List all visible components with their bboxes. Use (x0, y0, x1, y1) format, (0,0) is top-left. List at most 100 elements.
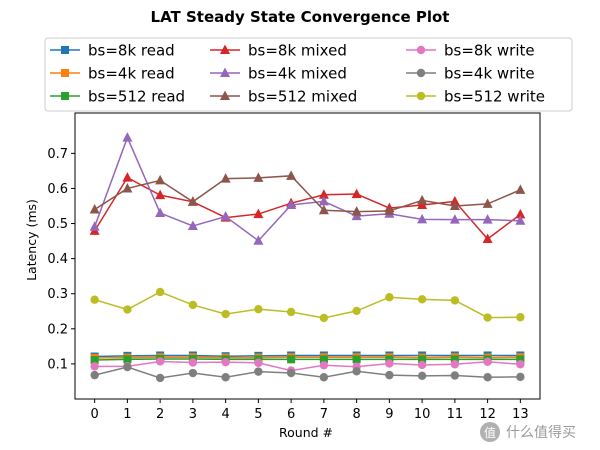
x-tick-label: 13 (512, 407, 529, 422)
legend-item: bs=512 write (406, 88, 545, 106)
data-point (155, 373, 165, 383)
data-point (384, 205, 395, 215)
series-line (94, 291, 521, 319)
data-point (352, 306, 361, 316)
legend-item: bs=8k mixed (210, 42, 347, 60)
legend-marker (416, 68, 426, 78)
legend-item: bs=4k read (50, 65, 175, 83)
series-line (94, 360, 521, 372)
legend-item: bs=8k write (406, 42, 535, 60)
data-point (449, 200, 460, 210)
data-point (450, 296, 460, 305)
data-point (516, 355, 525, 364)
data-point (122, 182, 133, 193)
series-line (94, 366, 521, 379)
data-point (155, 357, 165, 366)
legend-marker (220, 44, 230, 54)
y-tick-label: 0.2 (47, 322, 68, 337)
series-layer (89, 132, 526, 383)
data-point (351, 206, 362, 216)
series-line (94, 176, 521, 240)
x-tick-label: 3 (189, 407, 197, 422)
data-point (515, 208, 526, 219)
chart-title: LAT Steady State Convergence Plot (151, 8, 450, 26)
x-axis: 0 1 2 3 4 5 6 7 8 9 10 11 12 13 (91, 399, 529, 422)
data-point (254, 358, 263, 368)
data-point (155, 287, 165, 297)
data-point (220, 173, 231, 183)
data-point (122, 172, 133, 182)
series-line (94, 356, 521, 359)
data-point (90, 370, 99, 380)
y-tick-label: 0.5 (47, 217, 68, 232)
data-point (318, 195, 329, 206)
data-point (90, 356, 99, 365)
data-point (187, 220, 198, 230)
data-point (319, 355, 328, 364)
series-bs-512-write (90, 287, 525, 323)
legend-label: bs=8k read (88, 42, 175, 60)
legend-label: bs=512 mixed (248, 88, 357, 106)
x-tick-label: 6 (287, 407, 295, 422)
data-point (482, 233, 493, 243)
data-point (351, 188, 362, 199)
watermark: 值 什么值得买 (480, 422, 576, 442)
legend-label: bs=8k mixed (248, 42, 347, 60)
legend-item: bs=8k read (50, 42, 175, 60)
data-point (450, 360, 460, 369)
data-point (482, 214, 493, 224)
y-tick-label: 0.6 (47, 182, 68, 197)
data-point (352, 355, 361, 364)
series-line (93, 135, 521, 242)
x-tick-label: 5 (254, 407, 262, 422)
legend-label: bs=4k write (444, 65, 535, 83)
data-point (417, 371, 427, 381)
data-point (287, 355, 296, 364)
y-axis: 0.1 0.2 0.3 0.4 0.5 0.6 0.7 (47, 147, 75, 372)
data-point (483, 373, 492, 382)
data-point (417, 295, 427, 304)
legend-box (44, 37, 573, 112)
data-point (319, 361, 329, 370)
data-point (253, 172, 264, 182)
data-point (286, 368, 296, 378)
plot-frame (74, 112, 541, 400)
data-point (188, 300, 198, 310)
data-point (483, 313, 492, 322)
legend-marker (416, 91, 426, 101)
data-point (90, 295, 99, 304)
data-point (286, 307, 296, 317)
data-point (188, 368, 198, 378)
data-point (385, 293, 394, 302)
x-tick-label: 7 (320, 407, 328, 422)
data-point (385, 359, 394, 368)
legend-label: bs=8k write (444, 42, 535, 60)
x-axis-label: Round # (279, 425, 333, 440)
legend-item: bs=512 read (50, 88, 185, 106)
data-point (515, 184, 526, 194)
legend-label: bs=512 read (88, 88, 185, 106)
data-point (221, 373, 230, 382)
data-point (90, 362, 99, 371)
data-point (450, 371, 460, 380)
data-point (253, 235, 264, 245)
legend-item: bs=4k write (406, 65, 535, 83)
series-bs-4k-mixed (89, 132, 526, 245)
data-point (254, 304, 263, 314)
data-point (385, 355, 394, 364)
series-line (94, 358, 521, 361)
watermark-logo-glyph: 值 (484, 425, 496, 440)
x-tick-label: 10 (414, 407, 431, 422)
data-point (188, 358, 198, 367)
y-tick-label: 0.3 (47, 287, 68, 302)
x-tick-label: 2 (156, 407, 164, 422)
series-line (94, 354, 521, 358)
data-point (449, 214, 460, 224)
data-point (516, 372, 525, 382)
legend: bs=8k read bs=4k read bs=512 read bs=8k mix… (44, 37, 573, 112)
data-point (352, 367, 361, 376)
data-point (155, 189, 166, 200)
x-tick-label: 0 (91, 407, 99, 422)
watermark-text: 什么值得买 (506, 424, 576, 441)
data-point (220, 211, 231, 221)
